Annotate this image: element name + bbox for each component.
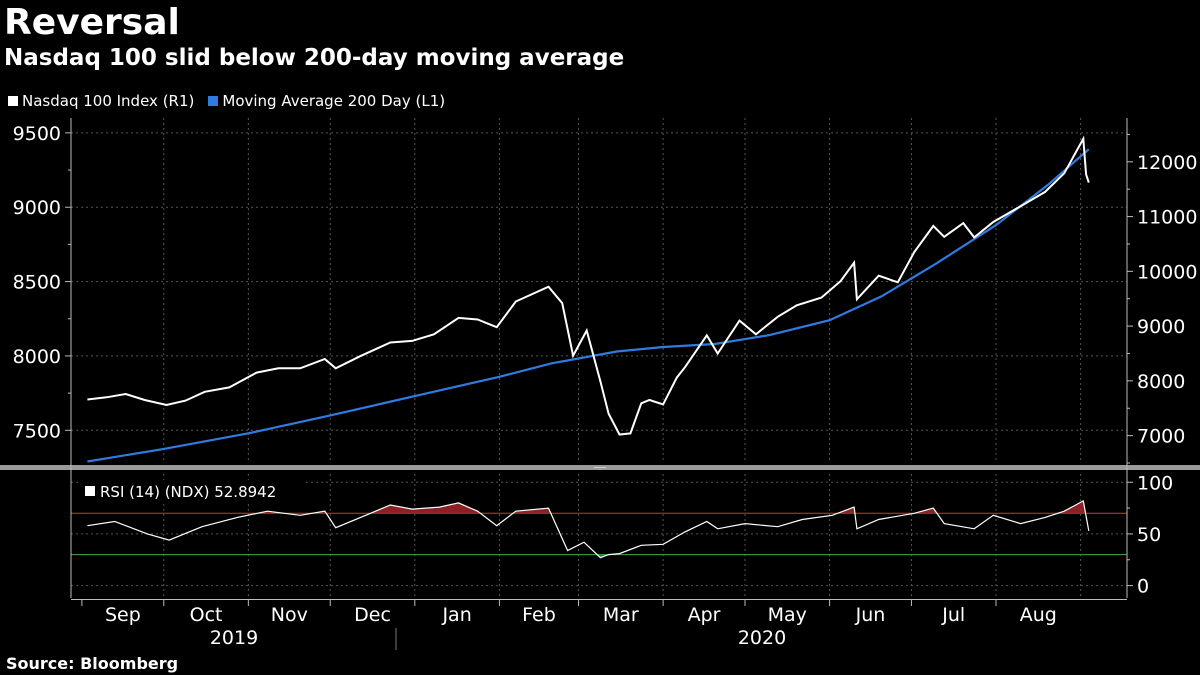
legend-item-index: Nasdaq 100 Index (R1) <box>8 92 194 110</box>
rsi-label: RSI (14) (NDX) 52.8942 <box>80 480 303 504</box>
month-label: Aug <box>1020 604 1057 626</box>
year-label-2019: 2019 <box>210 627 258 649</box>
month-label: Apr <box>688 604 721 626</box>
left-tick-label: 7500 <box>13 420 61 442</box>
legend-swatch-moving-average <box>208 96 219 106</box>
left-tick-label: 9500 <box>13 123 61 145</box>
left-tick-label: 9000 <box>13 197 61 219</box>
month-label: Mar <box>603 604 639 626</box>
right-tick-label: 10000 <box>1137 261 1197 283</box>
rsi-oversold-fill <box>87 554 1089 558</box>
rsi-tick-label: 100 <box>1137 472 1173 494</box>
month-label: May <box>768 604 807 626</box>
source-note: Source: Bloomberg <box>6 654 179 673</box>
year-label-2020: 2020 <box>738 627 786 649</box>
rsi-label-box <box>80 480 303 504</box>
legend-label-moving-average: Moving Average 200 Day (L1) <box>222 92 446 110</box>
legend-swatch-index <box>8 96 18 106</box>
rsi-label-text: RSI (14) (NDX) 52.8942 <box>100 483 276 501</box>
month-label: Feb <box>522 604 556 626</box>
right-tick-label: 9000 <box>1137 316 1185 338</box>
rsi-line <box>87 499 1090 559</box>
nasdaq-index-line <box>87 135 1090 436</box>
month-label: Jul <box>941 604 965 626</box>
legend: Nasdaq 100 Index (R1) Moving Average 200… <box>8 92 445 110</box>
rsi-tick-label: 0 <box>1137 576 1149 598</box>
moving-average-line <box>87 148 1090 463</box>
month-label: Jan <box>441 604 471 626</box>
legend-label-index: Nasdaq 100 Index (R1) <box>22 92 195 110</box>
right-tick-label: 8000 <box>1137 371 1185 393</box>
rsi-overbought-fill <box>257 500 1086 514</box>
month-gridlines <box>163 118 1082 598</box>
rsi-swatch <box>85 486 95 496</box>
rsi-threshold-fills <box>71 500 1127 558</box>
right-tick-label: 12000 <box>1137 152 1197 174</box>
right-tick-label: 11000 <box>1137 207 1197 229</box>
month-label: Dec <box>354 604 391 626</box>
right-tick-label: 7000 <box>1137 426 1185 448</box>
series-lines <box>87 135 1090 559</box>
axes <box>0 118 1200 650</box>
price-panel-grid <box>71 132 1127 431</box>
legend-item-moving-average: Moving Average 200 Day (L1) <box>208 92 445 110</box>
chart-title: Reversal <box>4 2 180 43</box>
left-tick-label: 8000 <box>13 346 61 368</box>
month-label: Jun <box>855 604 886 626</box>
rsi-tick-label: 50 <box>1137 524 1161 546</box>
month-label: Sep <box>105 604 141 626</box>
left-tick-label: 8500 <box>13 272 61 294</box>
month-label: Nov <box>271 604 308 626</box>
month-label: Oct <box>190 604 223 626</box>
axis-labels: 7500 8000 8500 9000 9500 7000 8000 9000 10000 110… <box>13 123 1198 649</box>
chart-subtitle: Nasdaq 100 slid below 200-day moving ave… <box>4 45 625 71</box>
